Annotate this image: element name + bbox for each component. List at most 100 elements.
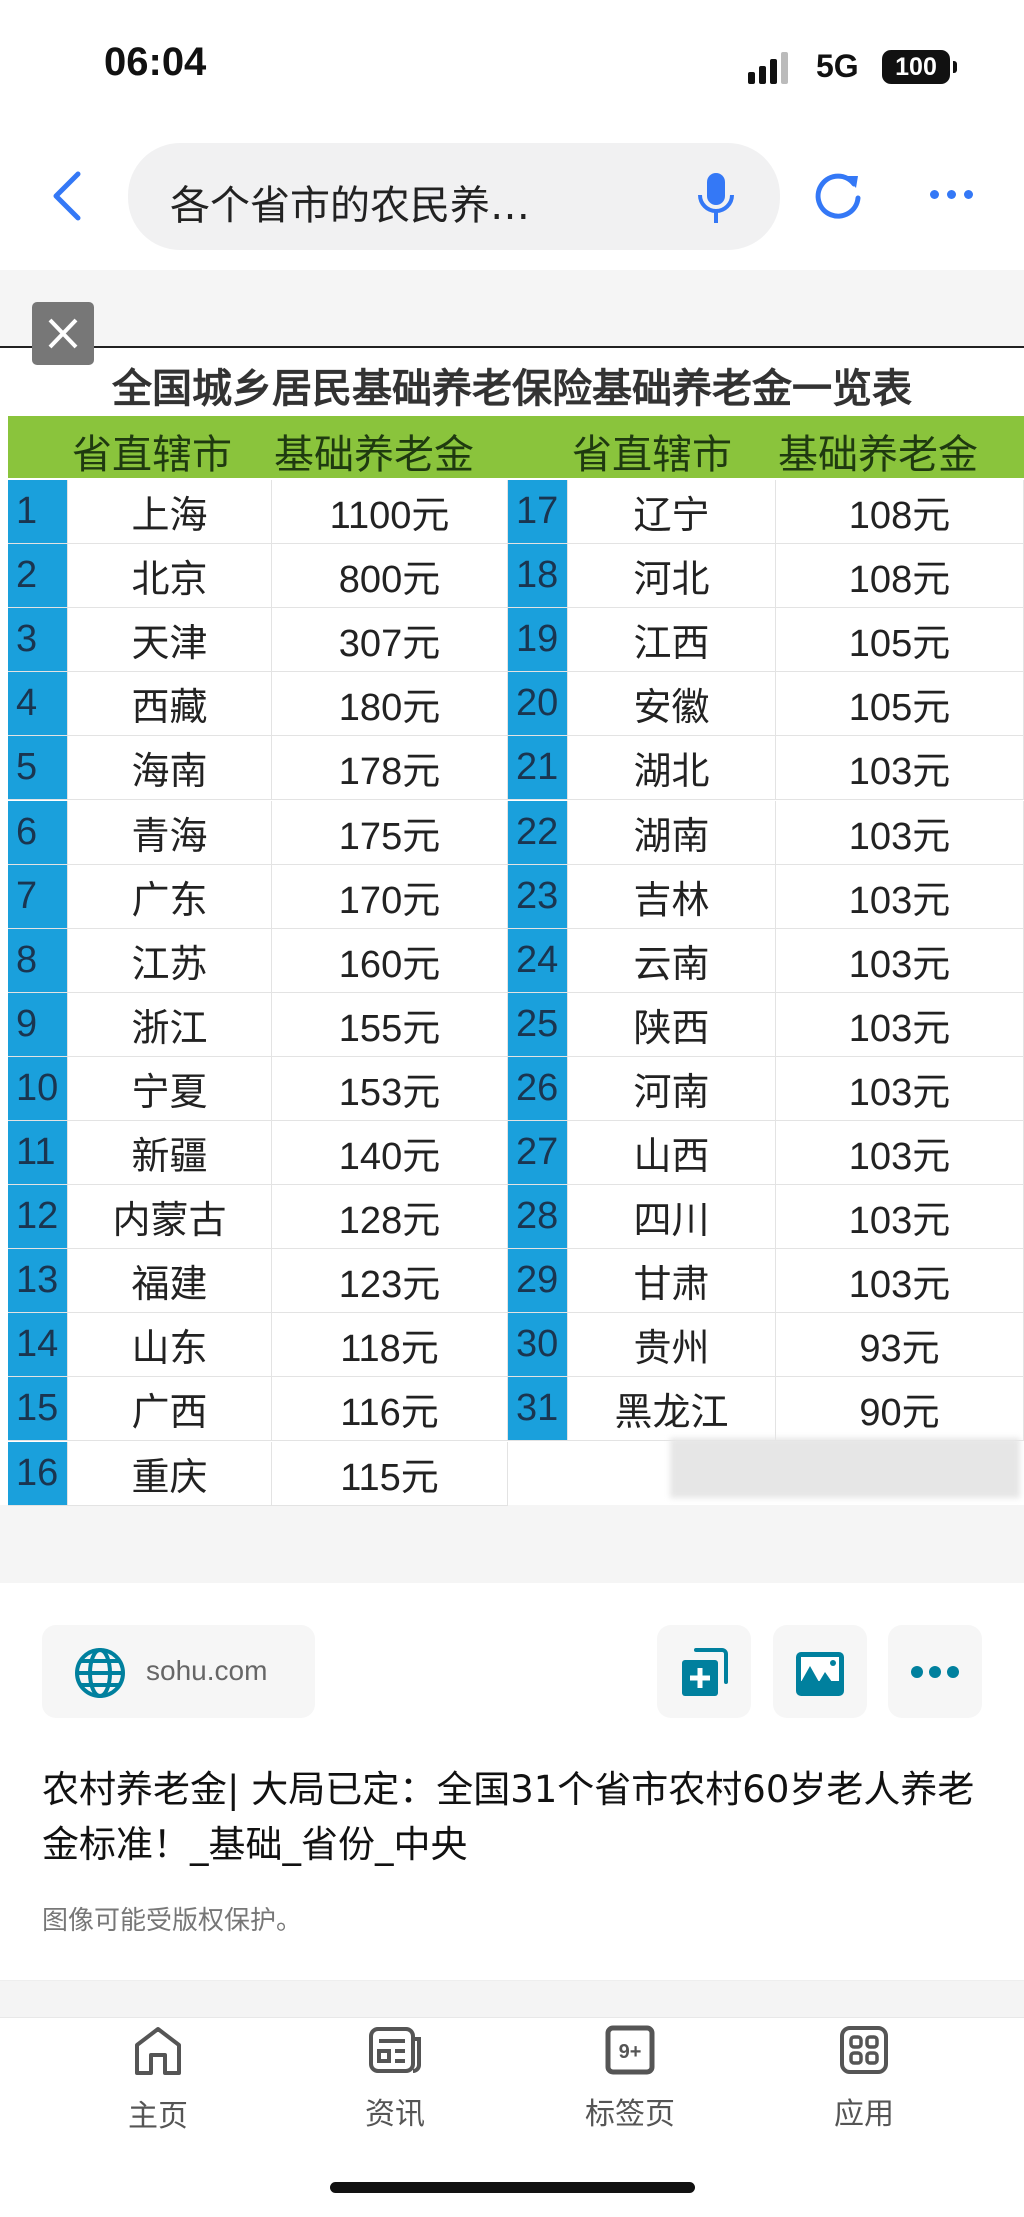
more-icon[interactable] <box>930 190 973 199</box>
add-to-collection-icon <box>682 1647 728 1696</box>
nav-home[interactable]: 主页 <box>88 2025 228 2135</box>
close-button[interactable] <box>32 302 94 365</box>
image-button[interactable] <box>773 1625 867 1718</box>
network-type: 5G <box>816 48 859 84</box>
row-number: 8 <box>8 928 68 993</box>
province-cell: 青海 <box>68 800 272 865</box>
province-cell: 黑龙江 <box>568 1377 776 1442</box>
nav-news[interactable]: 资讯 <box>325 2025 465 2133</box>
row-number: 12 <box>8 1185 68 1250</box>
search-input[interactable]: 各个省市的农民养… <box>170 183 530 229</box>
row-number: 20 <box>508 672 568 737</box>
result-title[interactable]: 农村养老金| 大局已定：全国31个省市农村60岁老人养老金标准！_基础_省份_中… <box>42 1768 975 1866</box>
province-cell: 宁夏 <box>68 1056 272 1121</box>
battery-icon: 100 <box>882 50 957 84</box>
row-number: 25 <box>508 992 568 1057</box>
row-number: 24 <box>508 928 568 993</box>
nav-tabs[interactable]: 9+ 标签页 <box>560 2025 700 2133</box>
amount-cell: 103元 <box>776 992 1024 1057</box>
nav-label: 标签页 <box>585 2097 675 2132</box>
row-number: 10 <box>8 1056 68 1121</box>
row-number: 28 <box>508 1185 568 1250</box>
province-cell: 山东 <box>68 1313 272 1378</box>
globe-icon <box>75 1648 125 1698</box>
row-number: 14 <box>8 1313 68 1378</box>
nav-label: 资讯 <box>365 2097 425 2132</box>
amount-cell: 103元 <box>776 1056 1024 1121</box>
amount-cell: 153元 <box>272 1056 508 1121</box>
amount-cell: 103元 <box>776 864 1024 929</box>
amount-cell: 103元 <box>776 736 1024 801</box>
source-link[interactable]: sohu.com <box>42 1625 315 1718</box>
amount-cell: 160元 <box>272 928 508 993</box>
amount-cell: 180元 <box>272 672 508 737</box>
province-cell: 吉林 <box>568 864 776 929</box>
row-number: 29 <box>508 1249 568 1314</box>
search-bar[interactable]: 各个省市的农民养… <box>128 143 780 250</box>
province-cell: 北京 <box>68 544 272 609</box>
table-title: 全国城乡居民基础养老保险基础养老金一览表 <box>112 367 912 411</box>
province-cell: 上海 <box>68 480 272 545</box>
amount-cell: 170元 <box>272 864 508 929</box>
amount-cell: 140元 <box>272 1121 508 1186</box>
row-number: 23 <box>508 864 568 929</box>
province-cell: 四川 <box>568 1185 776 1250</box>
header-amount: 基础养老金 <box>778 433 978 477</box>
back-icon[interactable] <box>48 170 88 222</box>
divider <box>0 346 1024 348</box>
row-number: 16 <box>8 1441 68 1506</box>
tabs-count: 9+ <box>619 2041 642 2063</box>
province-cell: 广东 <box>68 864 272 929</box>
row-number: 22 <box>508 800 568 865</box>
province-cell: 西藏 <box>68 672 272 737</box>
watermark-blur <box>670 1438 1020 1498</box>
province-cell: 山西 <box>568 1121 776 1186</box>
row-number: 6 <box>8 800 68 865</box>
amount-cell: 1100元 <box>272 480 508 545</box>
header-province: 省直辖市 <box>572 433 732 477</box>
amount-cell: 115元 <box>272 1441 508 1506</box>
row-number: 21 <box>508 736 568 801</box>
home-indicator[interactable] <box>330 2182 695 2193</box>
amount-cell: 123元 <box>272 1249 508 1314</box>
row-number: 27 <box>508 1121 568 1186</box>
row-number: 19 <box>508 608 568 673</box>
home-icon <box>135 2027 181 2075</box>
province-cell: 新疆 <box>68 1121 272 1186</box>
amount-cell: 103元 <box>776 1121 1024 1186</box>
province-cell: 福建 <box>68 1249 272 1314</box>
row-number: 13 <box>8 1249 68 1314</box>
pension-table-image[interactable]: 全国城乡居民基础养老保险基础养老金一览表 省直辖市 基础养老金 省直辖市 基础养… <box>0 348 1024 1506</box>
amount-cell: 307元 <box>272 608 508 673</box>
section-separator <box>0 1980 1024 2018</box>
province-cell: 江苏 <box>68 928 272 993</box>
province-cell: 内蒙古 <box>68 1185 272 1250</box>
amount-cell: 155元 <box>272 992 508 1057</box>
add-collection-button[interactable] <box>657 1625 751 1718</box>
amount-cell: 800元 <box>272 544 508 609</box>
status-time: 06:04 <box>104 40 207 84</box>
table-header: 省直辖市 基础养老金 省直辖市 基础养老金 <box>8 416 1024 478</box>
nav-label: 应用 <box>834 2097 894 2132</box>
amount-cell: 108元 <box>776 544 1024 609</box>
row-number: 7 <box>8 864 68 929</box>
province-cell: 河南 <box>568 1056 776 1121</box>
amount-cell: 108元 <box>776 480 1024 545</box>
nav-apps[interactable]: 应用 <box>794 2025 934 2133</box>
mic-icon[interactable] <box>696 171 736 225</box>
header-amount: 基础养老金 <box>274 433 474 477</box>
more-options-button[interactable] <box>888 1625 982 1718</box>
province-cell: 海南 <box>68 736 272 801</box>
more-icon <box>911 1665 959 1678</box>
province-cell: 云南 <box>568 928 776 993</box>
close-icon <box>48 318 78 349</box>
header-province: 省直辖市 <box>72 433 232 477</box>
row-number: 3 <box>8 608 68 673</box>
province-cell: 辽宁 <box>568 480 776 545</box>
amount-cell: 105元 <box>776 608 1024 673</box>
province-cell: 浙江 <box>68 992 272 1057</box>
reload-icon[interactable] <box>810 168 866 224</box>
province-cell: 天津 <box>68 608 272 673</box>
row-number: 15 <box>8 1377 68 1442</box>
amount-cell: 103元 <box>776 928 1024 993</box>
